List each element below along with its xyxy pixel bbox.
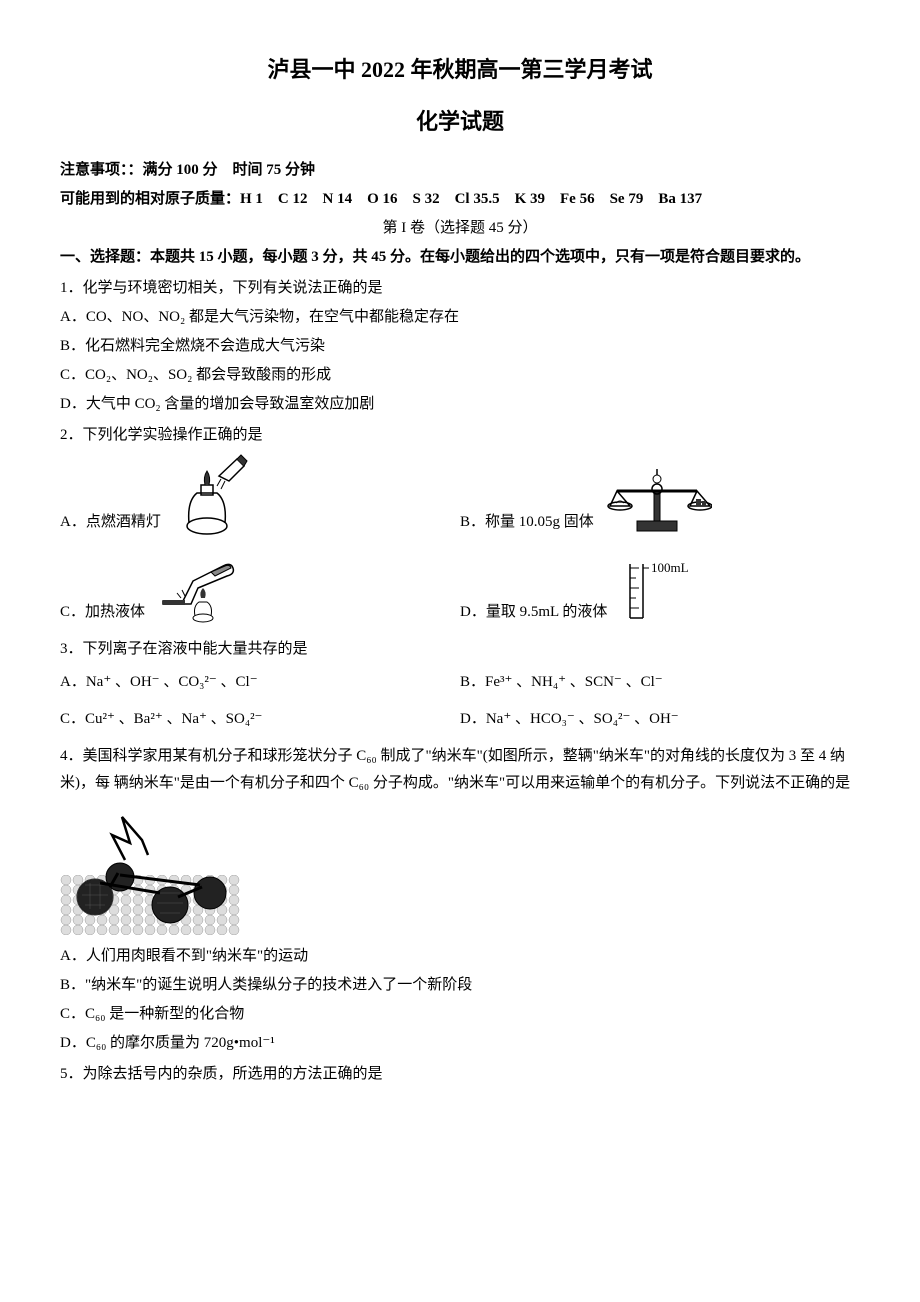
q2-option-c: C．加热液体 — [60, 546, 460, 626]
exam-notes: 注意事项：：满分 100 分 时间 75 分钟 — [60, 157, 860, 184]
atomic-mass-ref: 可能用到的相对原子质量：H 1 C 12 N 14 O 16 S 32 Cl 3… — [60, 186, 860, 213]
q4-option-c: C．C₆₀ 是一种新型的化合物 — [60, 1001, 860, 1028]
question-4: 4．美国科学家用某有机分子和球形笼状分子 C₆₀ 制成了"纳米车"(如图所示，整… — [60, 743, 860, 1057]
question-5: 5．为除去括号内的杂质，所选用的方法正确的是 — [60, 1061, 860, 1088]
q4-stem: 4．美国科学家用某有机分子和球形笼状分子 C₆₀ 制成了"纳米车"(如图所示，整… — [60, 743, 860, 797]
balance-scale-icon — [602, 461, 712, 536]
graduated-cylinder-icon: 100mL — [615, 556, 695, 626]
q2-option-a: A．点燃酒精灯 — [60, 451, 460, 536]
section-instruction: 一、选择题：本题共 15 小题，每小题 3 分，共 45 分。在每小题给出的四个… — [60, 244, 860, 271]
q3-option-c: C．Cu²⁺ 、Ba²⁺ 、Na⁺ 、SO₄²⁻ — [60, 706, 460, 733]
q1-option-d: D．大气中 CO₂ 含量的增加会导致温室效应加剧 — [60, 391, 860, 418]
exam-title-main: 泸县一中 2022 年秋期高一第三学月考试 — [60, 50, 860, 90]
q2-option-b: B．称量 10.05g 固体 — [460, 461, 860, 536]
exam-title-sub: 化学试题 — [60, 102, 860, 142]
q2-a-label: A．点燃酒精灯 — [60, 509, 161, 536]
heating-tube-icon — [153, 546, 253, 626]
q2-b-label: B．称量 10.05g 固体 — [460, 509, 594, 536]
q1-option-c: C．CO₂、NO₂、SO₂ 都会导致酸雨的形成 — [60, 362, 860, 389]
q4-option-d: D．C₆₀ 的摩尔质量为 720g•mol⁻¹ — [60, 1030, 860, 1057]
q1-option-a: A．CO、NO、NO₂ 都是大气污染物，在空气中都能稳定存在 — [60, 304, 860, 331]
q2-option-d: D．量取 9.5mL 的液体 100mL — [460, 556, 860, 626]
section-title: 第 I 卷（选择题 45 分） — [60, 215, 860, 242]
nanocar-icon — [60, 805, 860, 935]
q3-option-b: B．Fe³⁺ 、NH₄⁺ 、SCN⁻ 、Cl⁻ — [460, 669, 860, 696]
q5-stem: 5．为除去括号内的杂质，所选用的方法正确的是 — [60, 1061, 860, 1088]
q1-stem: 1．化学与环境密切相关，下列有关说法正确的是 — [60, 275, 860, 302]
q3-option-d: D．Na⁺ 、HCO₃⁻ 、SO₄²⁻ 、OH⁻ — [460, 706, 860, 733]
q3-option-a: A．Na⁺ 、OH⁻ 、CO₃²⁻ 、Cl⁻ — [60, 669, 460, 696]
q2-stem: 2．下列化学实验操作正确的是 — [60, 422, 860, 449]
cylinder-label: 100mL — [651, 560, 689, 575]
q4-option-b: B．"纳米车"的诞生说明人类操纵分子的技术进入了一个新阶段 — [60, 972, 860, 999]
q2-d-label: D．量取 9.5mL 的液体 — [460, 599, 607, 626]
q2-c-label: C．加热液体 — [60, 599, 145, 626]
question-2: 2．下列化学实验操作正确的是 A．点燃酒精灯 B．称量 10.05g 固体 — [60, 422, 860, 626]
q3-stem: 3．下列离子在溶液中能大量共存的是 — [60, 636, 860, 663]
question-1: 1．化学与环境密切相关，下列有关说法正确的是 A．CO、NO、NO₂ 都是大气污… — [60, 275, 860, 418]
alcohol-lamp-icon — [169, 451, 259, 536]
question-3: 3．下列离子在溶液中能大量共存的是 A．Na⁺ 、OH⁻ 、CO₃²⁻ 、Cl⁻… — [60, 636, 860, 735]
q4-option-a: A．人们用肉眼看不到"纳米车"的运动 — [60, 943, 860, 970]
q1-option-b: B．化石燃料完全燃烧不会造成大气污染 — [60, 333, 860, 360]
